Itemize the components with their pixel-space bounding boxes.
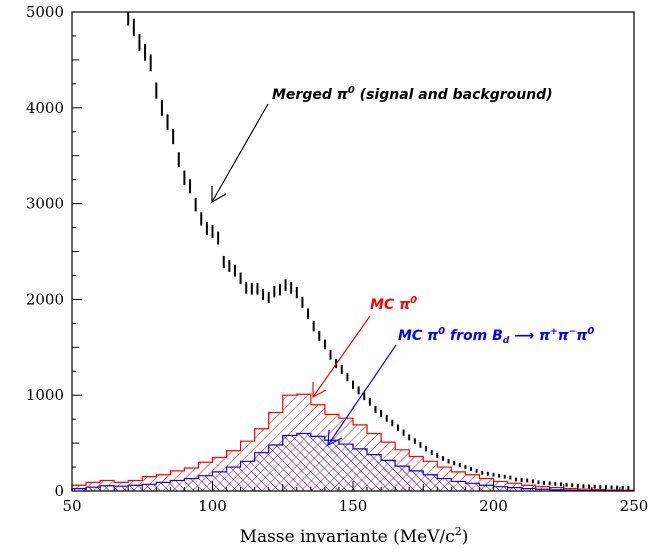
histogram-outline bbox=[71, 393, 635, 491]
histogram-bin bbox=[142, 484, 157, 491]
annotation-merged-label: Merged π0 (signal and background) bbox=[272, 85, 553, 103]
annotation-mc: MC π0 bbox=[312, 295, 417, 399]
x-axis-label: Masse invariante (MeV/c2) bbox=[240, 525, 469, 547]
data-points-layer bbox=[127, 12, 630, 490]
histogram-bin bbox=[521, 488, 536, 491]
x-tick-label: 200 bbox=[479, 497, 508, 515]
y-tick-label: 0 bbox=[54, 482, 64, 500]
histogram-bin bbox=[100, 485, 115, 491]
histogram-bin bbox=[226, 467, 241, 491]
histogram-bin bbox=[86, 487, 101, 491]
histogram-bin bbox=[381, 460, 396, 491]
histogram-layer bbox=[71, 393, 635, 492]
annotation-mc-bd-label: MC π0 from Bd ⟶ π+π−π0 bbox=[398, 326, 594, 346]
histogram-bin bbox=[395, 466, 410, 491]
y-tick-label: 4000 bbox=[26, 99, 64, 117]
annotation-merged: Merged π0 (signal and background) bbox=[211, 85, 553, 204]
histogram-bin bbox=[324, 440, 339, 491]
annotation-mc-arrowhead bbox=[312, 382, 327, 399]
histogram-bin bbox=[156, 482, 171, 491]
histogram-bin bbox=[353, 448, 368, 491]
x-tick-label: 50 bbox=[62, 497, 81, 515]
histogram-series-1 bbox=[71, 432, 635, 492]
y-tick-label: 3000 bbox=[26, 195, 64, 213]
histogram-bin bbox=[338, 444, 353, 491]
histogram-bin bbox=[493, 486, 508, 491]
y-tick-label: 1000 bbox=[26, 386, 64, 404]
histogram-bin bbox=[170, 480, 185, 491]
y-tick-label: 2000 bbox=[26, 290, 64, 308]
annotation-mc-bd-arrow bbox=[327, 344, 397, 446]
x-tick-label: 100 bbox=[198, 497, 227, 515]
annotation-merged-arrow bbox=[211, 103, 269, 203]
annotation-mc-bd: MC π0 from Bd ⟶ π+π−π0 bbox=[327, 326, 594, 447]
annotation-mc-bd-arrowhead bbox=[327, 429, 343, 447]
histogram-bin bbox=[367, 454, 382, 491]
histogram-bin bbox=[72, 488, 87, 491]
histogram-bin bbox=[184, 478, 199, 491]
histogram-bin bbox=[212, 471, 227, 491]
axis-ticks: 50 100 150 200 250 0 1000 2000 3000 4000 5000 bbox=[26, 3, 649, 515]
x-tick-label: 250 bbox=[620, 497, 649, 515]
y-tick-label: 5000 bbox=[26, 3, 64, 21]
histogram-bin bbox=[240, 461, 255, 491]
histogram-bin bbox=[451, 481, 466, 491]
histogram-bin bbox=[535, 489, 550, 491]
histogram-bin bbox=[114, 486, 129, 491]
histogram-bin bbox=[479, 485, 494, 491]
annotation-mc-arrow bbox=[312, 315, 371, 398]
histogram-bin bbox=[465, 483, 480, 491]
histogram-bin bbox=[437, 478, 452, 491]
histogram-bin bbox=[507, 487, 522, 491]
annotation-mc-label: MC π0 bbox=[370, 295, 417, 313]
x-tick-label: 150 bbox=[339, 497, 368, 515]
histogram-bin bbox=[423, 474, 438, 491]
histogram-bin bbox=[310, 436, 325, 491]
histogram-bin bbox=[409, 470, 424, 491]
histogram-outline bbox=[71, 432, 635, 492]
histogram-bin bbox=[128, 485, 143, 491]
histogram-bin bbox=[268, 445, 283, 491]
histogram-bin bbox=[282, 435, 297, 491]
histogram-bin bbox=[198, 475, 213, 491]
annotation-merged-arrowhead bbox=[211, 186, 227, 204]
histogram-bin bbox=[254, 452, 269, 491]
histogram-bin bbox=[296, 433, 311, 491]
